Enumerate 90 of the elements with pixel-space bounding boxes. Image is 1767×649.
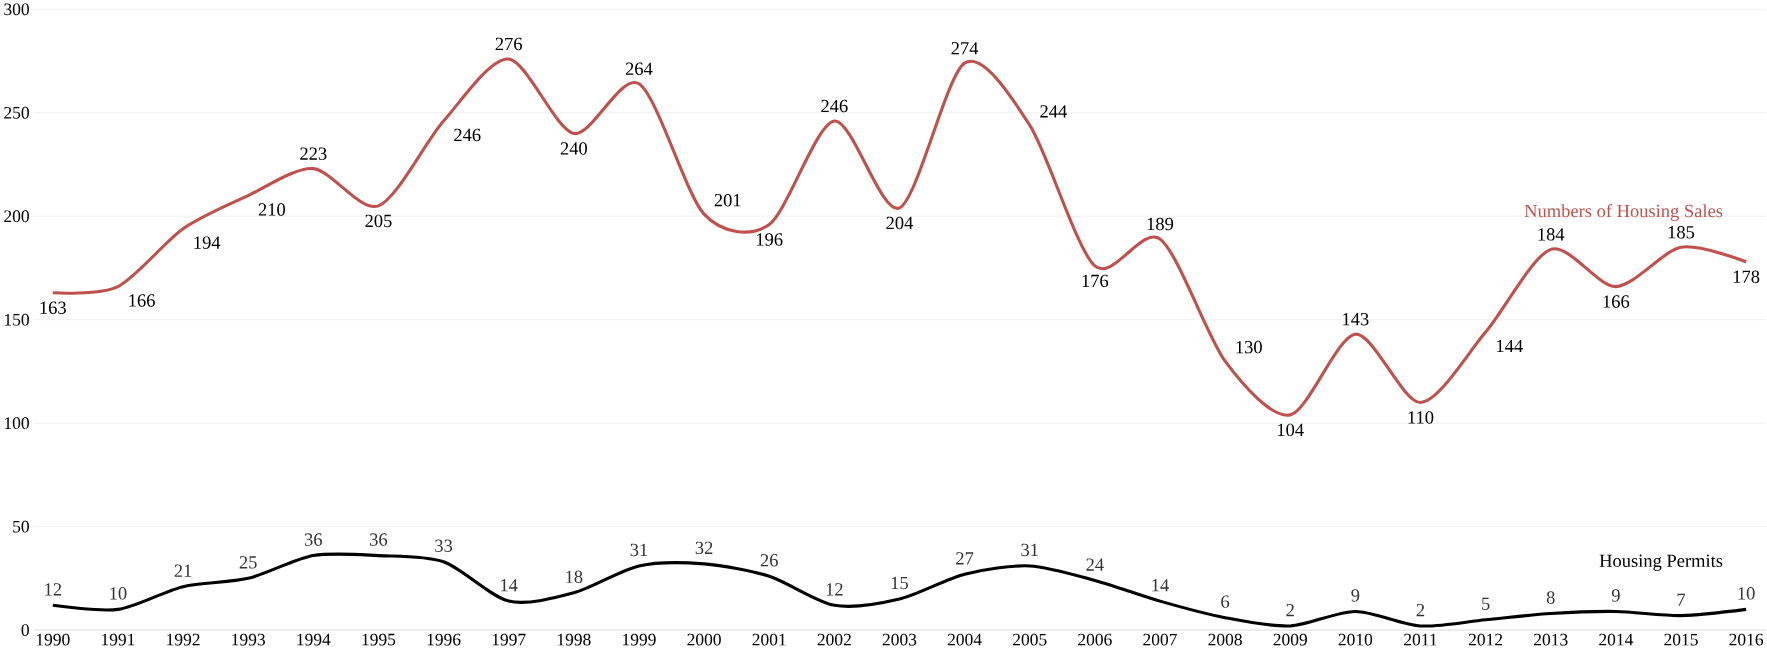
y-tick-label: 50 xyxy=(13,520,29,533)
y-tick-label: 250 xyxy=(4,106,29,119)
data-label: 14 xyxy=(1152,579,1169,592)
data-label: 240 xyxy=(560,142,587,155)
x-tick-label: 2005 xyxy=(1013,633,1047,646)
y-tick-label: 0 xyxy=(21,624,29,637)
data-label: 194 xyxy=(194,236,221,249)
data-label: 204 xyxy=(886,216,914,230)
x-tick-label: 1997 xyxy=(492,633,526,646)
x-tick-label: 2007 xyxy=(1143,633,1177,646)
data-label: 2 xyxy=(1286,603,1294,617)
data-label: 10 xyxy=(110,587,127,600)
data-label: 24 xyxy=(1086,558,1104,571)
data-label: 189 xyxy=(1147,217,1174,231)
data-label: 8 xyxy=(1546,591,1555,604)
x-tick-label: 2004 xyxy=(947,633,982,646)
x-tick-label: 2003 xyxy=(882,633,917,646)
data-label: 264 xyxy=(625,62,653,76)
data-label: 36 xyxy=(370,533,388,546)
x-tick-label: 2016 xyxy=(1729,633,1764,646)
data-label: 18 xyxy=(566,570,583,584)
x-tick-label: 2000 xyxy=(687,633,721,646)
data-label: 184 xyxy=(1538,228,1565,241)
data-label: 21 xyxy=(174,564,192,577)
data-label: 166 xyxy=(129,294,155,307)
x-tick-label: 2012 xyxy=(1468,633,1503,646)
data-label: 130 xyxy=(1236,340,1262,354)
data-label: 196 xyxy=(756,233,783,246)
data-label: 9 xyxy=(1351,589,1360,602)
data-label: 10 xyxy=(1738,587,1755,600)
x-tick-label: 1998 xyxy=(557,633,591,646)
x-tick-label: 2002 xyxy=(817,633,851,646)
y-tick-label: 300 xyxy=(4,3,29,16)
x-tick-label: 2006 xyxy=(1078,633,1112,646)
x-tick-label: 2009 xyxy=(1273,633,1307,646)
x-tick-label: 1996 xyxy=(427,633,461,646)
data-label: 246 xyxy=(821,99,848,113)
data-label: 185 xyxy=(1668,226,1695,239)
data-label: 246 xyxy=(454,128,481,142)
x-tick-label: 1995 xyxy=(362,633,396,646)
data-label: 201 xyxy=(714,193,741,207)
data-label: 27 xyxy=(956,552,974,565)
data-label: 9 xyxy=(1611,589,1620,602)
data-label: 36 xyxy=(304,533,323,546)
data-label: 33 xyxy=(435,539,453,553)
y-tick-label: 100 xyxy=(4,417,29,430)
x-tick-label: 2011 xyxy=(1404,633,1437,646)
data-label: 143 xyxy=(1343,313,1369,326)
data-label: 210 xyxy=(258,203,286,216)
data-label: 25 xyxy=(239,556,257,569)
data-label: 276 xyxy=(495,37,523,51)
x-tick-label: 2015 xyxy=(1664,633,1698,646)
data-label: 5 xyxy=(1482,597,1490,610)
data-label: 163 xyxy=(40,301,66,315)
x-tick-label: 1993 xyxy=(232,633,265,646)
x-tick-label: 2010 xyxy=(1338,633,1373,646)
data-label: 12 xyxy=(45,583,62,596)
x-tick-label: 1999 xyxy=(623,633,656,646)
y-tick-label: 150 xyxy=(4,313,29,326)
data-label: 7 xyxy=(1677,593,1686,606)
y-tick-label: 200 xyxy=(4,210,29,223)
data-label: 176 xyxy=(1082,274,1109,288)
data-label: 32 xyxy=(695,541,713,555)
x-tick-label: 2008 xyxy=(1208,633,1242,646)
data-label: 178 xyxy=(1733,270,1760,284)
data-label: 144 xyxy=(1497,339,1523,353)
x-tick-label: 1991 xyxy=(102,633,135,646)
x-tick-label: 2001 xyxy=(752,633,786,646)
x-tick-label: 1994 xyxy=(297,633,331,646)
data-label: 274 xyxy=(951,42,979,55)
x-tick-label: 1992 xyxy=(167,633,200,646)
data-label: 12 xyxy=(826,583,843,596)
data-label: 223 xyxy=(300,147,327,160)
data-label: 205 xyxy=(365,214,392,228)
data-label: 14 xyxy=(501,579,518,592)
x-tick-label: 2014 xyxy=(1599,633,1634,646)
x-tick-label: 2013 xyxy=(1534,633,1568,646)
series-label: Numbers of Housing Sales xyxy=(1524,204,1723,222)
data-label: 104 xyxy=(1277,423,1304,437)
data-label: 110 xyxy=(1408,411,1434,424)
data-label: 2 xyxy=(1416,603,1425,617)
data-label: 26 xyxy=(760,554,778,567)
data-label: 31 xyxy=(630,543,648,557)
data-label: 166 xyxy=(1603,295,1630,308)
data-label: 6 xyxy=(1221,595,1230,608)
text: Housing Permits xyxy=(1599,554,1723,571)
x-tick-label: 1990 xyxy=(36,633,70,646)
data-label: 31 xyxy=(1021,543,1038,557)
data-label: 244 xyxy=(1040,105,1067,118)
data-label: 15 xyxy=(891,576,908,590)
